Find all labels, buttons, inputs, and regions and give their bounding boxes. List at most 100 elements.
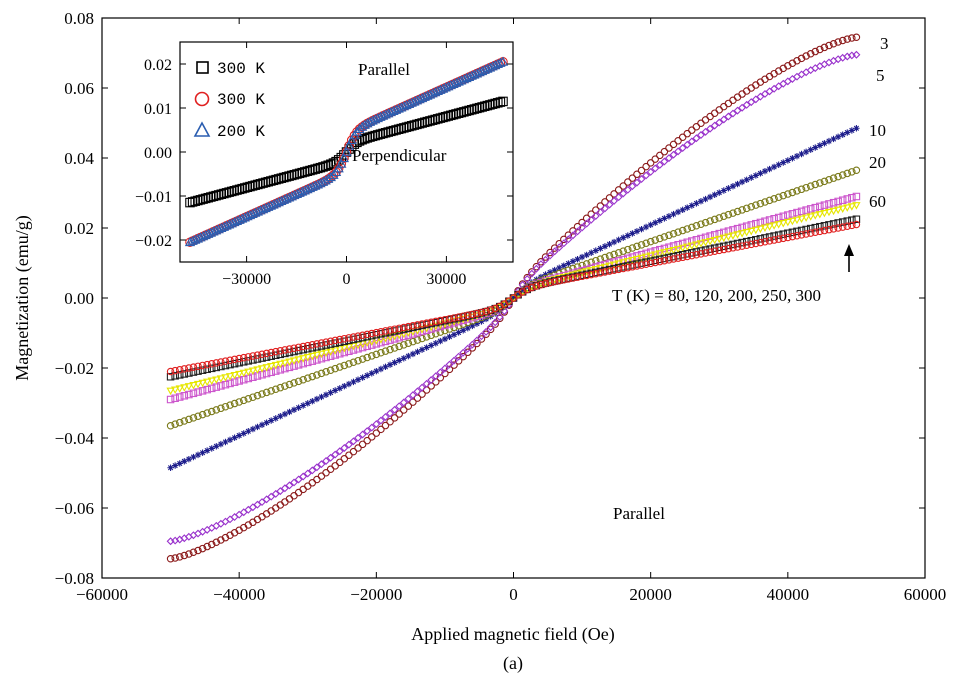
data-point: [738, 242, 746, 250]
inset-x-tick-label: 30000: [426, 271, 466, 288]
data-point: [697, 247, 705, 255]
data-point: [299, 345, 307, 354]
data-point: [706, 232, 714, 240]
data-point: [381, 413, 390, 421]
data-point: [431, 372, 440, 381]
inset-data-point: [234, 184, 245, 195]
data-point: [701, 127, 710, 136]
inset-data-point: [472, 103, 482, 114]
data-point: [816, 142, 824, 149]
data-point: [203, 378, 212, 387]
data-point: [633, 262, 641, 270]
data-point: [701, 246, 710, 254]
data-point: [523, 275, 532, 283]
data-point: [312, 351, 322, 360]
data-point: [605, 267, 614, 275]
figure-label: (a): [503, 653, 523, 674]
data-point: [203, 542, 211, 551]
data-point: [313, 475, 321, 484]
data-point: [280, 484, 289, 493]
data-point: [271, 361, 280, 370]
data-point: [235, 370, 244, 379]
data-point: [212, 406, 221, 414]
data-point: [802, 225, 810, 234]
data-point: [285, 495, 294, 503]
data-point: [770, 163, 778, 171]
data-point: [189, 389, 198, 398]
data-point: [710, 121, 719, 130]
data-point: [381, 421, 390, 430]
inset-data-point: [185, 197, 195, 208]
data-point: [317, 339, 326, 347]
data-point: [678, 253, 687, 262]
data-point: [779, 191, 788, 200]
data-point: [303, 469, 312, 478]
data-point: [358, 440, 367, 449]
data-point: [733, 243, 742, 251]
data-point: [326, 352, 335, 360]
data-point: [244, 368, 253, 377]
data-point: [660, 249, 669, 257]
x-axis-title: Applied magnetic field (Oe): [411, 624, 614, 645]
data-point: [221, 357, 230, 365]
data-point: [774, 221, 783, 229]
data-point: [363, 330, 371, 339]
data-point: [615, 236, 622, 244]
inset-data-point: [237, 183, 247, 194]
inset-ticks: −30000 0 30000 −0.02 −0.01 0.00 0.01 0.02: [135, 42, 513, 288]
data-point: [413, 336, 422, 344]
data-point: [706, 124, 715, 133]
data-point: [344, 343, 354, 352]
series-300K: [166, 220, 861, 376]
inset-data-point: [422, 116, 433, 127]
data-point: [175, 393, 184, 401]
data-point: [166, 367, 175, 376]
data-point: [303, 358, 312, 367]
data-point: [546, 251, 555, 260]
data-point: [463, 344, 472, 353]
data-point: [454, 357, 463, 365]
data-point: [843, 35, 852, 43]
data-point: [413, 321, 422, 329]
data-point: [313, 395, 321, 403]
data-point: [217, 358, 225, 366]
data-point: [405, 352, 412, 360]
data-point: [555, 239, 563, 248]
data-point: [793, 231, 801, 240]
data-point: [180, 365, 189, 373]
data-point: [340, 334, 349, 343]
data-point: [358, 343, 367, 352]
data-point: [797, 231, 806, 239]
data-point: [669, 246, 678, 255]
inset-data-point: [250, 180, 260, 190]
data-point: [331, 351, 339, 359]
data-point: [811, 47, 820, 56]
data-point: [285, 345, 294, 353]
data-point: [792, 72, 801, 81]
data-point: [180, 551, 189, 560]
data-point: [656, 257, 664, 266]
inset-data-point: [219, 188, 229, 199]
data-point: [646, 167, 655, 176]
temperature-note: T (K) = 80, 120, 200, 250, 300: [612, 286, 821, 305]
data-point: [834, 172, 842, 181]
data-point: [665, 231, 673, 240]
data-point: [258, 421, 266, 429]
data-point: [459, 352, 467, 361]
inset-data-point: [245, 181, 255, 192]
data-point: [720, 212, 728, 221]
inset-data-point: [286, 170, 297, 181]
inset-data-point: [266, 176, 276, 186]
data-point: [578, 253, 586, 261]
main-y-tick-label: 0.00: [64, 289, 94, 308]
data-point: [382, 363, 389, 371]
data-point: [363, 342, 371, 351]
data-point: [373, 367, 380, 375]
data-point: [811, 180, 820, 189]
data-point: [779, 212, 788, 221]
data-point: [175, 418, 184, 427]
data-point: [834, 219, 842, 227]
data-point: [637, 254, 646, 263]
inset-data-point: [412, 119, 422, 130]
data-point: [811, 228, 820, 237]
